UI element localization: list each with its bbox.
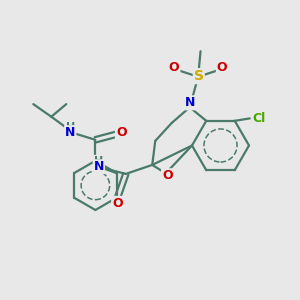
Text: O: O xyxy=(112,197,123,210)
Text: O: O xyxy=(116,126,127,140)
Text: N: N xyxy=(184,96,195,109)
Text: O: O xyxy=(169,61,179,74)
Text: S: S xyxy=(194,69,204,83)
Text: H: H xyxy=(66,122,75,132)
Text: O: O xyxy=(217,61,227,74)
Text: N: N xyxy=(94,160,104,173)
Text: Cl: Cl xyxy=(252,112,266,125)
Text: N: N xyxy=(65,126,75,139)
Text: H: H xyxy=(94,156,104,166)
Text: O: O xyxy=(162,169,172,182)
